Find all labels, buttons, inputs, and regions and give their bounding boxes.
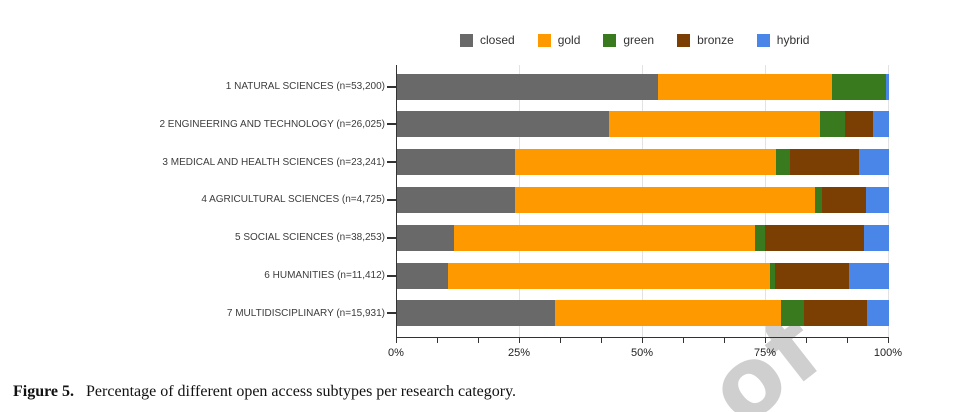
category-label: 5 SOCIAL SCIENCES (n=38,253): [235, 232, 385, 244]
bar-segment-closed: [397, 111, 609, 138]
legend-label-gold: gold: [557, 33, 581, 47]
x-axis-tick: [847, 338, 848, 343]
legend-label-closed: closed: [480, 33, 515, 47]
bar-row: [397, 224, 889, 251]
x-axis-tick: [560, 338, 561, 343]
x-axis-tick: [806, 338, 807, 343]
bar-segment-hybrid: [865, 186, 889, 213]
x-axis-tick: [765, 338, 766, 343]
legend-swatch-bronze-icon: [677, 33, 691, 47]
x-axis-tick: [478, 338, 479, 343]
bar-segment-hybrid: [885, 73, 889, 100]
bar-segment-hybrid: [863, 224, 889, 251]
category-tick: [387, 161, 396, 164]
bar-segment-green: [815, 186, 822, 213]
bar-segment-bronze: [844, 111, 873, 138]
x-axis-tick: [437, 338, 438, 343]
category-tick: [387, 198, 396, 201]
bar-segment-closed: [397, 186, 516, 213]
legend-label-hybrid: hybrid: [776, 33, 810, 47]
category-label: 4 AGRICULTURAL SCIENCES (n=4,725): [201, 194, 385, 206]
category-label: 6 HUMANITIES (n=11,412): [264, 270, 385, 281]
bar-segment-bronze: [774, 262, 850, 289]
bar-segment-green: [780, 300, 804, 327]
legend-swatch-gold-icon: [537, 33, 551, 47]
x-axis-tick: [683, 338, 684, 343]
bar-segment-green: [754, 224, 765, 251]
bar-row: [397, 149, 889, 176]
x-axis-tick: [519, 338, 520, 343]
bar-segment-closed: [397, 73, 658, 100]
bar-row: [397, 111, 889, 138]
chart-legend: closed gold green bronze hybrid: [460, 33, 809, 47]
x-axis-label: 75%: [753, 347, 777, 359]
bar-segment-hybrid: [859, 149, 889, 176]
legend-swatch-green-icon: [603, 33, 617, 47]
bar-segment-green: [775, 149, 790, 176]
bar-segment-bronze: [789, 149, 860, 176]
bar-segment-closed: [397, 224, 454, 251]
legend-label-green: green: [623, 33, 655, 47]
bar-row: [397, 73, 889, 100]
bar-row: [397, 300, 889, 327]
bar-segment-closed: [397, 300, 556, 327]
bar-segment-gold: [555, 300, 781, 327]
category-label: 3 MEDICAL AND HEALTH SCIENCES (n=23,241): [162, 156, 385, 168]
legend-item-gold: gold: [537, 33, 581, 47]
x-axis-tick: [396, 338, 397, 343]
figure-caption-number: Figure 5.: [13, 383, 75, 400]
bar-segment-gold: [657, 73, 833, 100]
bar-segment-gold: [453, 224, 755, 251]
legend-item-hybrid: hybrid: [756, 33, 810, 47]
category-label: 7 MULTIDISCIPLINARY (n=15,931): [226, 307, 385, 319]
bar-segment-hybrid: [872, 111, 889, 138]
bar-segment-closed: [397, 262, 449, 289]
x-axis-tick: [724, 338, 725, 343]
bar-row: [397, 262, 889, 289]
bar-segment-gold: [515, 186, 816, 213]
bar-segment-green: [832, 73, 886, 100]
legend-swatch-hybrid-icon: [756, 33, 770, 47]
figure-caption-text: Percentage of different open access subt…: [86, 383, 517, 400]
bar-row: [397, 186, 889, 213]
x-axis-label: 25%: [507, 347, 531, 359]
bar-segment-hybrid: [867, 300, 889, 327]
plot-area: [396, 65, 889, 338]
x-axis-tick: [601, 338, 602, 343]
legend-item-closed: closed: [460, 33, 515, 47]
category-tick: [387, 312, 396, 315]
x-axis-tick: [888, 338, 889, 343]
category-tick: [387, 85, 396, 88]
bar-segment-gold: [448, 262, 770, 289]
category-label: 1 NATURAL SCIENCES (n=53,200): [225, 81, 385, 92]
legend-label-bronze: bronze: [697, 33, 734, 47]
bar-segment-bronze: [821, 186, 866, 213]
category-tick: [387, 236, 396, 239]
figure-caption: Figure 5. Percentage of different open ac…: [13, 383, 516, 401]
legend-swatch-closed-icon: [460, 33, 473, 47]
bar-segment-closed: [397, 149, 516, 176]
bar-segment-green: [769, 262, 775, 289]
bar-segment-bronze: [764, 224, 864, 251]
category-label: 2 ENGINEERING AND TECHNOLOGY (n=26,025): [159, 118, 385, 130]
bar-segment-hybrid: [849, 262, 889, 289]
bar-segment-bronze: [803, 300, 868, 327]
x-axis-label: 100%: [873, 347, 903, 359]
legend-item-green: green: [603, 33, 654, 47]
bar-segment-gold: [515, 149, 776, 176]
x-axis-label: 0%: [388, 347, 404, 359]
bar-segment-green: [820, 111, 845, 138]
category-tick: [387, 274, 396, 277]
bar-segment-gold: [608, 111, 821, 138]
x-axis-label: 50%: [630, 347, 654, 359]
x-axis-tick: [642, 338, 643, 343]
category-tick: [387, 123, 396, 126]
legend-item-bronze: bronze: [677, 33, 734, 47]
